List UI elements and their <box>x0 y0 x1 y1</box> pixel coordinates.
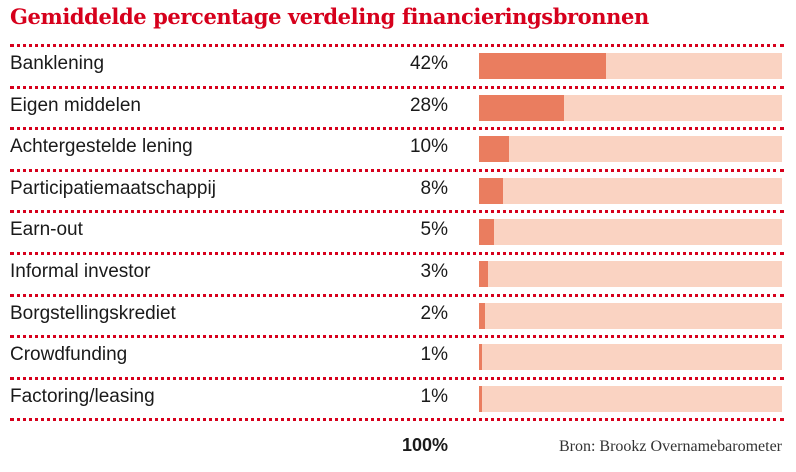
bar <box>479 53 607 79</box>
bar-track <box>479 344 782 371</box>
value-label: 1% <box>420 344 448 366</box>
row-separator <box>10 168 784 172</box>
bar-row: Participatiemaatschappij 8% <box>0 170 796 212</box>
total-label: 100% <box>401 435 448 455</box>
bar-row: Banklening 42% <box>0 45 796 87</box>
row-separator <box>10 127 784 131</box>
value-label: 28% <box>409 94 448 116</box>
chart-title: Gemiddelde percentage verdeling financie… <box>10 4 649 29</box>
row-separator <box>10 335 784 339</box>
bar-track <box>479 94 782 121</box>
category-label: Achtergestelde lening <box>10 136 193 158</box>
row-separator <box>10 44 784 47</box>
value-label: 5% <box>420 219 448 241</box>
bar-row: Borgstellingskrediet 2% <box>0 295 796 337</box>
bar <box>479 344 483 371</box>
row-separator <box>10 210 784 214</box>
row-separator <box>10 85 784 89</box>
bar <box>479 261 489 287</box>
bar <box>479 302 486 329</box>
bar <box>479 136 510 163</box>
bar-track <box>479 302 782 329</box>
bar-row: Achtergestelde lening 10% <box>0 128 796 170</box>
bar-track <box>479 261 782 287</box>
bar-row: Earn-out 5% <box>0 211 796 253</box>
bar-track <box>479 177 782 204</box>
category-label: Informal investor <box>10 261 151 282</box>
value-label: 3% <box>420 261 448 282</box>
category-label: Participatiemaatschappij <box>10 177 216 199</box>
row-separator <box>10 252 784 255</box>
bar-row: Factoring/leasing 1% <box>0 378 796 420</box>
category-label: Factoring/leasing <box>10 385 155 407</box>
row-separator <box>10 376 784 380</box>
category-label: Earn-out <box>10 219 83 241</box>
bar-track <box>479 219 782 246</box>
value-label: 1% <box>420 385 448 407</box>
bar <box>479 94 564 121</box>
row-separator <box>10 293 784 297</box>
bar-track <box>479 385 782 412</box>
category-label: Eigen middelen <box>10 94 141 116</box>
bar-row: Informal investor 3% <box>0 253 796 295</box>
row-separator <box>10 418 784 422</box>
value-label: 8% <box>420 177 448 199</box>
bar-row: Crowdfunding 1% <box>0 336 796 378</box>
category-label: Borgstellingskrediet <box>10 302 176 324</box>
value-label: 42% <box>409 53 448 74</box>
bar-row: Eigen middelen 28% <box>0 87 796 129</box>
bar <box>479 385 483 412</box>
bar <box>479 219 495 246</box>
value-label: 2% <box>420 302 448 324</box>
category-label: Banklening <box>10 53 105 74</box>
bar-track <box>479 136 782 163</box>
value-label: 10% <box>409 136 448 158</box>
category-label: Crowdfunding <box>10 344 128 366</box>
bar-track <box>479 53 782 79</box>
source-note: Bron: Brookz Overnamebarometer <box>558 438 782 455</box>
bar <box>479 177 504 204</box>
